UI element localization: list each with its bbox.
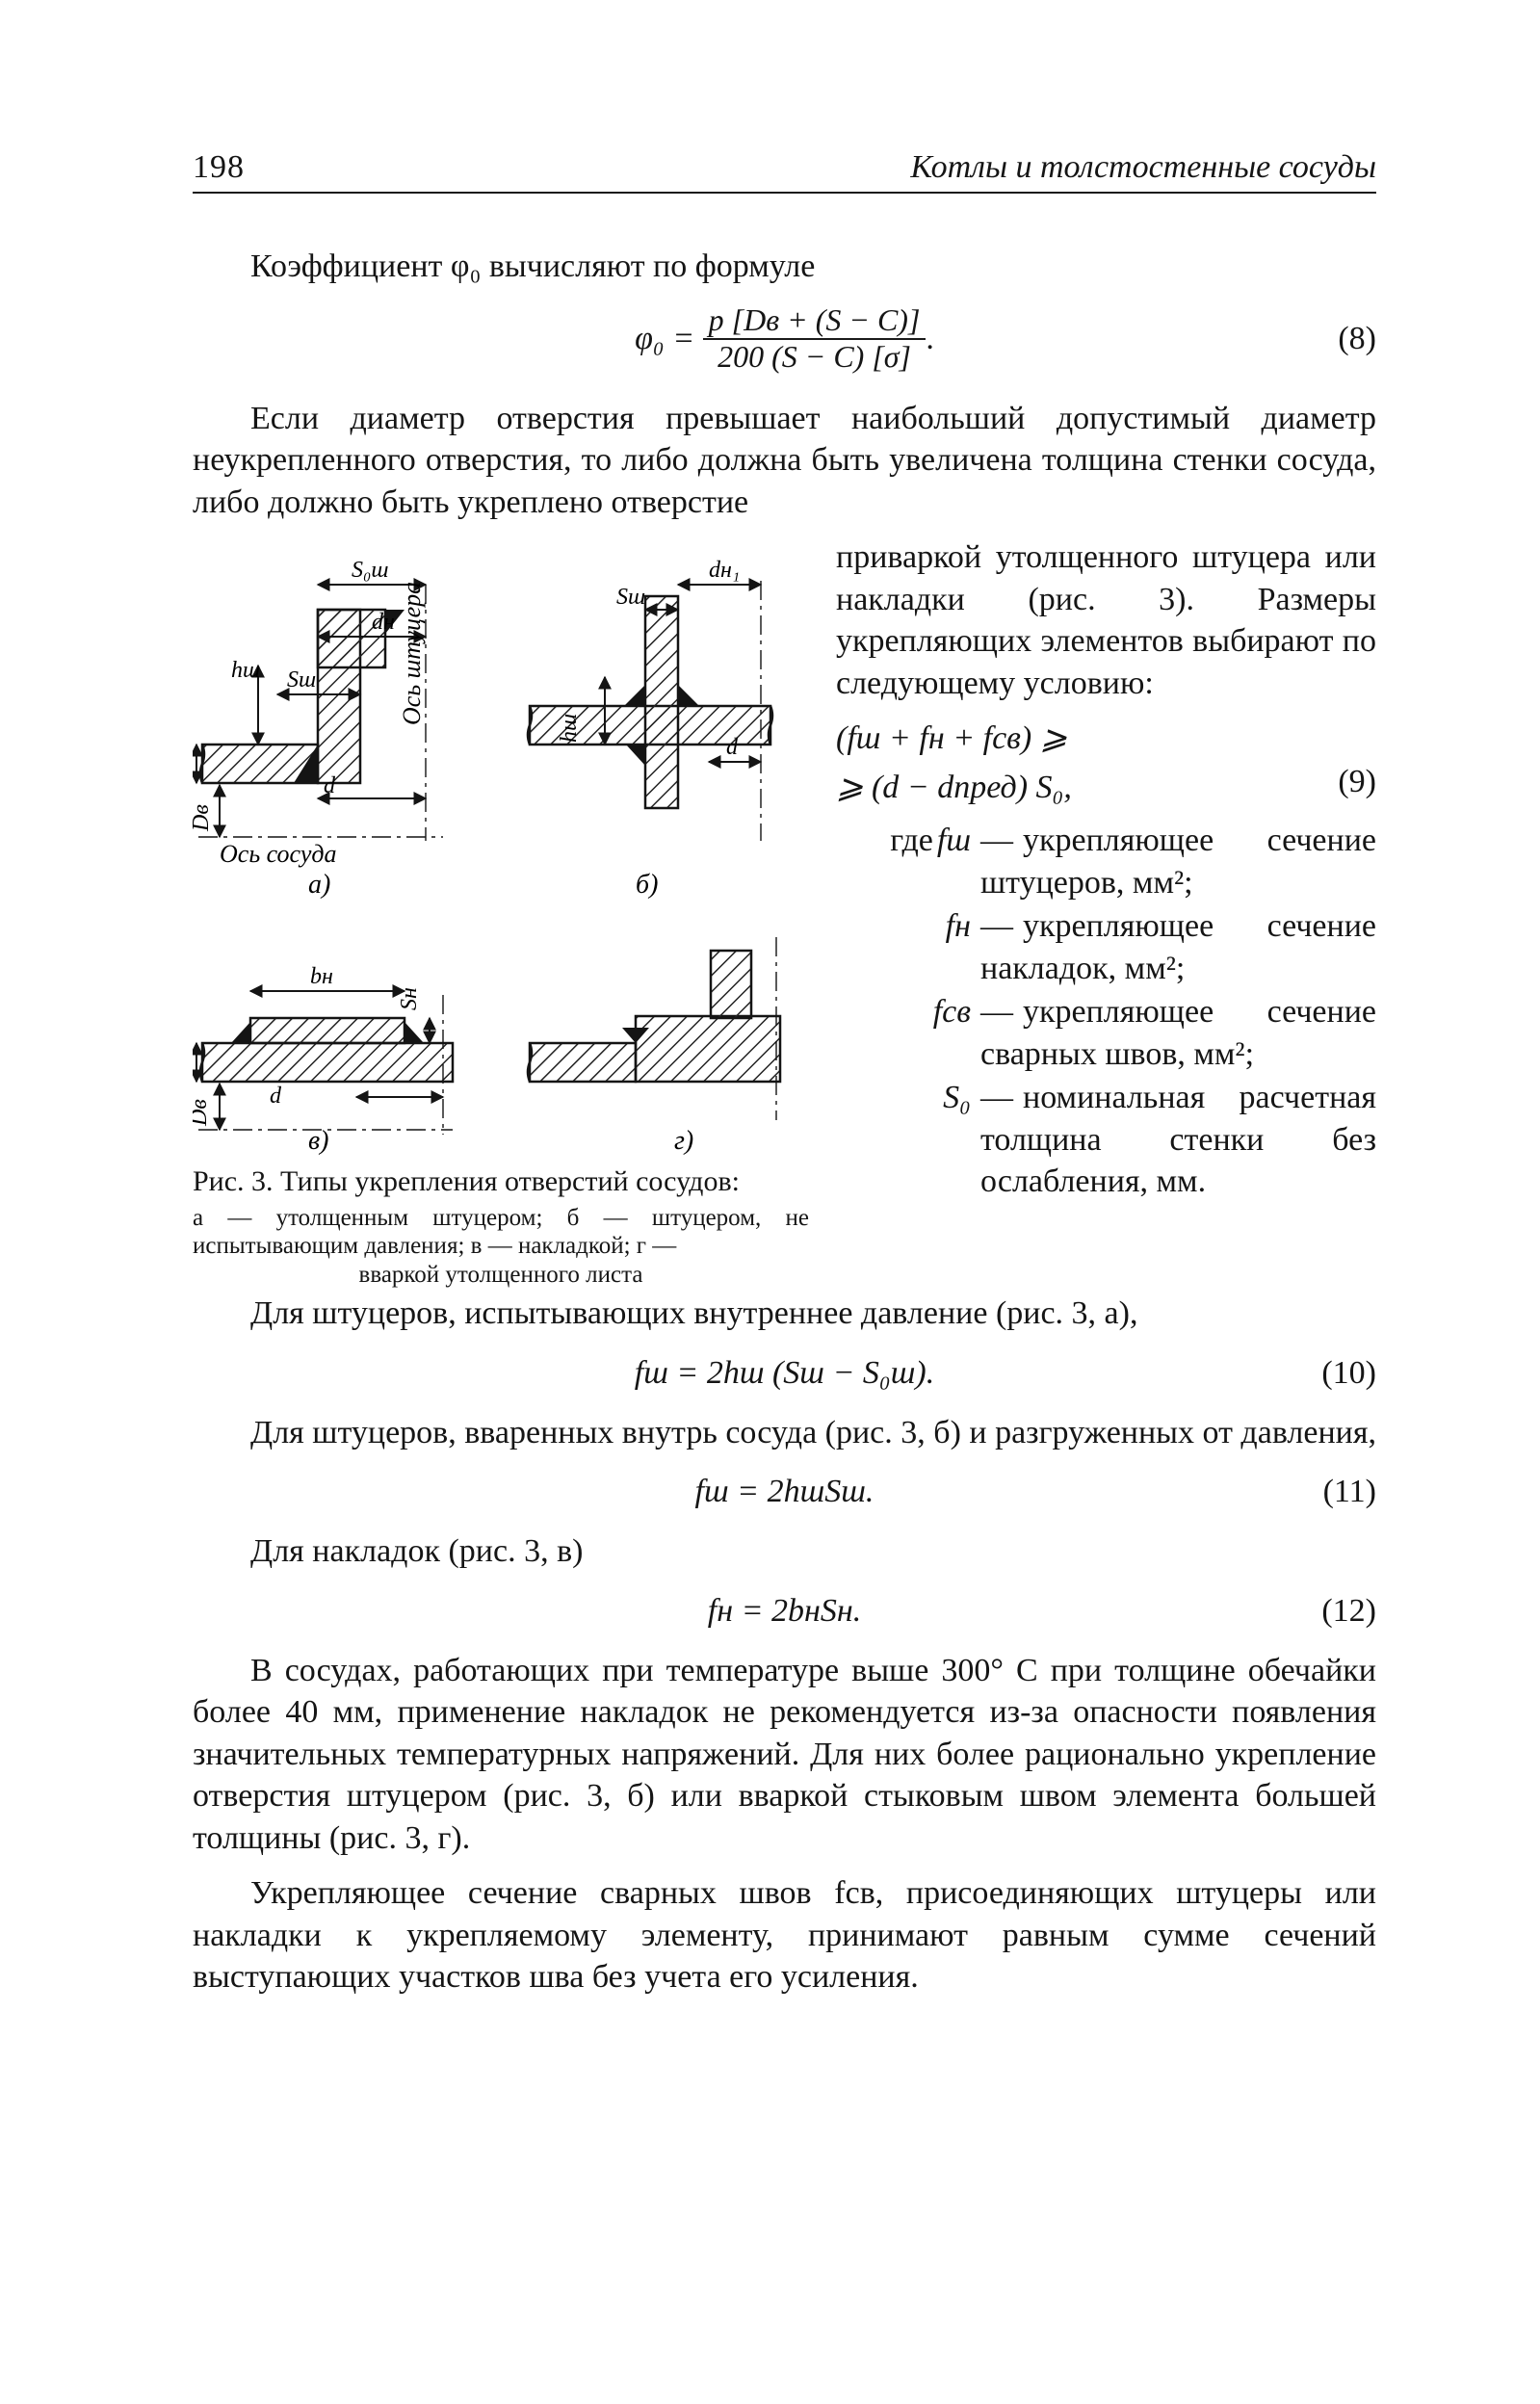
lbl-b-dH1: dн₁ [709, 558, 740, 583]
lbl-hsh: hш [231, 658, 260, 683]
eq12-lead: Для накладок (рис. 3, в) [193, 1530, 1376, 1573]
lbl-Db: Dв [193, 804, 214, 832]
lbl-Ssh: Sш [287, 667, 316, 692]
eq11-number: (11) [1323, 1471, 1376, 1513]
page-number: 198 [193, 149, 245, 186]
figure-3-svg: S₀ш dн Sш hш S Dв d [193, 542, 809, 1159]
right-paragraph-1: приваркой утолщенного штуцера или наклад… [836, 536, 1376, 704]
def-fn-desc: —укрепляющее сечение накладок, мм²; [980, 905, 1376, 989]
right-column: приваркой утолщенного штуцера или наклад… [836, 536, 1376, 1203]
eq8-fraction: p [Dв + (S − C)] 200 (S − C) [σ] [703, 303, 927, 373]
equation-10: fш = 2hш (Sш − S₀ш). (10) [193, 1348, 1376, 1398]
def-fsh-desc: —укрепляющее сечение штуцеров, мм²; [980, 820, 1376, 903]
lbl-d: d [324, 773, 336, 798]
lbl-v-Db: Dв [193, 1099, 212, 1127]
figure-text-zone: S₀ш dн Sш hш S Dв d [193, 536, 1376, 1293]
intro-paragraph: Коэффициент φ₀ вычисляют по формуле [193, 246, 1376, 288]
lbl-g: г) [674, 1126, 693, 1156]
figure-3-caption: Рис. 3. Типы укрепления отверстий сосудо… [193, 1164, 809, 1200]
def-fsv-desc: —укрепляющее сечение сварных швов, мм²; [980, 991, 1376, 1075]
def-fn-sym: fн [836, 905, 980, 989]
lbl-v: в) [308, 1126, 328, 1156]
eq10-lead: Для штуцеров, испытывающих внутреннее да… [193, 1293, 1376, 1335]
lbl-v-bH: bн [310, 964, 333, 989]
eq8-numerator: p [Dв + (S − C)] [703, 303, 927, 337]
eq9-number: (9) [1338, 757, 1376, 806]
def-fsv: fсв —укрепляющее сечение сварных швов, м… [836, 991, 1376, 1075]
tail-paragraph-2: Укрепляющее сечение сварных швов fсв, пр… [193, 1872, 1376, 1999]
lbl-os-sosuda: Ось сосуда [220, 840, 337, 868]
def-S0: S₀ —номинальная расчетная толщина стенки… [836, 1077, 1376, 1203]
def-S0-sym: S₀ [836, 1077, 980, 1203]
eq8-denominator: 200 (S − C) [σ] [703, 338, 927, 374]
lbl-b: б) [636, 870, 658, 900]
lbl-a: а) [308, 870, 330, 900]
eq8-tail: . [926, 318, 934, 360]
figure-3-subcaption-line2: вваркой утолщенного листа [193, 1261, 809, 1290]
equation-11: fш = 2hшSш. (11) [193, 1467, 1376, 1517]
lbl-v-d: d [270, 1084, 282, 1109]
def-fsh: fш —укрепляющее сечение штуцеров, мм²; [836, 820, 1376, 903]
figure-3-subcaption-line1: а — утолщенным штуцером; б — штуцером, н… [193, 1205, 809, 1260]
figure-3: S₀ш dн Sш hш S Dв d [193, 542, 809, 1289]
lbl-v-SH: Sн [397, 987, 422, 1010]
def-fn: fн —укрепляющее сечение накладок, мм²; [836, 905, 1376, 989]
running-head: 198 Котлы и толстостенные сосуды [193, 149, 1376, 194]
def-S0-desc: —номинальная расчетная толщина стенки бе… [980, 1077, 1376, 1203]
body: Коэффициент φ₀ вычисляют по формуле φ₀ =… [193, 246, 1376, 2012]
eq9-line2: ⩾ (d − dпред) S₀, [836, 770, 1072, 805]
lbl-b-hsh: hш [557, 714, 582, 743]
figure-3-subcaption: а — утолщенным штуцером; б — штуцером, н… [193, 1204, 809, 1290]
running-title: Котлы и толстостенные сосуды [910, 149, 1376, 186]
lbl-b-d: d [726, 735, 739, 760]
eq8-number: (8) [1338, 318, 1376, 360]
lbl-dH: dн [372, 610, 395, 635]
lbl-os-shtutsera: Ось штуцера [398, 582, 426, 725]
tail-paragraph-1: В сосудах, работающих при температуре вы… [193, 1650, 1376, 1860]
eq11-lead: Для штуцеров, вваренных внутрь сосуда (р… [193, 1412, 1376, 1454]
eq8-lhs: φ₀ = [635, 318, 694, 360]
def-fsv-sym: fсв [836, 991, 980, 1075]
paragraph-after-eq8: Если диаметр отверстия превышает наиболь… [193, 398, 1376, 524]
lbl-S0sh: S₀ш [352, 558, 388, 583]
equation-9: (fш + fн + fсв) ⩾ ⩾ (d − dпред) S₀, (9) [836, 714, 1376, 812]
eq11-body: fш = 2hшSш. [695, 1471, 874, 1513]
eq9-line1: (fш + fн + fсв) ⩾ [836, 720, 1067, 756]
eq12-number: (12) [1321, 1590, 1376, 1633]
def-fsh-sym: fш [836, 820, 980, 903]
eq12-body: fн = 2bнSн. [708, 1590, 862, 1633]
equation-12: fн = 2bнSн. (12) [193, 1586, 1376, 1636]
eq10-body: fш = 2hш (Sш − S₀ш). [635, 1352, 934, 1395]
page: 198 Котлы и толстостенные сосуды Коэффиц… [0, 0, 1540, 2404]
equation-8: φ₀ = p [Dв + (S − C)] 200 (S − C) [σ] . … [193, 301, 1376, 377]
eq10-number: (10) [1321, 1352, 1376, 1395]
lbl-b-Ssh: Sш [616, 585, 645, 610]
